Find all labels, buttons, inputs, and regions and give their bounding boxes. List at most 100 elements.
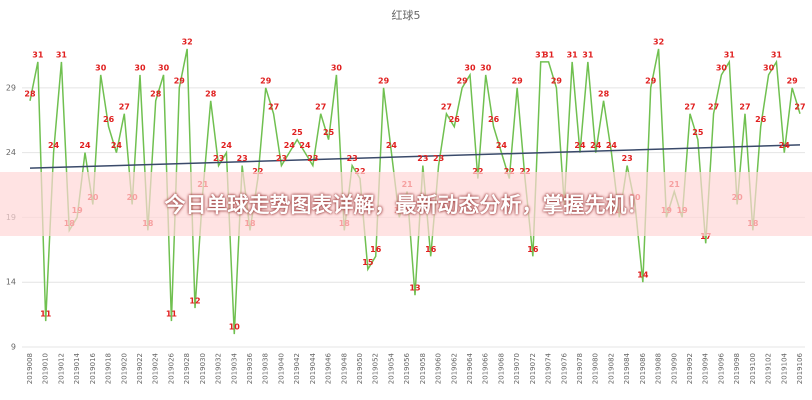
data-label: 23 — [213, 154, 224, 163]
data-label: 31 — [724, 50, 736, 59]
x-tick-label: 2019052 — [372, 353, 380, 384]
data-label: 28 — [205, 89, 217, 98]
data-label: 13 — [409, 284, 420, 293]
data-label: 31 — [567, 50, 579, 59]
x-tick-label: 2019084 — [623, 352, 631, 384]
x-tick-label: 2019098 — [733, 353, 741, 384]
x-tick-label: 2019104 — [780, 352, 788, 384]
x-tick-label: 2019058 — [419, 353, 427, 384]
y-tick-label: 9 — [11, 343, 16, 352]
data-label: 22 — [472, 167, 483, 176]
x-tick-label: 2019020 — [120, 353, 128, 384]
x-tick-label: 2019046 — [325, 352, 333, 384]
x-tick-label: 2019066 — [482, 352, 490, 384]
x-tick-label: 2019082 — [607, 353, 615, 384]
data-label: 25 — [292, 128, 304, 137]
data-label: 31 — [535, 50, 547, 59]
data-label: 24 — [590, 141, 602, 150]
x-tick-label: 2019056 — [403, 352, 411, 384]
data-label: 30 — [331, 63, 343, 72]
data-label: 27 — [739, 102, 750, 111]
data-label: 31 — [771, 50, 783, 59]
x-tick-label: 2019008 — [26, 353, 34, 384]
data-label: 27 — [708, 102, 719, 111]
data-label: 29 — [551, 76, 563, 85]
data-label: 29 — [787, 76, 799, 85]
trend-line — [29, 144, 801, 169]
data-label: 27 — [119, 102, 130, 111]
x-tick-label: 2019040 — [277, 353, 285, 384]
data-label: 24 — [779, 141, 791, 150]
y-tick-label: 24 — [6, 148, 16, 157]
data-label: 24 — [221, 141, 233, 150]
x-tick-label: 2019100 — [749, 353, 757, 384]
data-label: 17 — [700, 232, 711, 241]
data-label: 23 — [433, 154, 444, 163]
x-tick-label: 2019044 — [309, 352, 317, 384]
data-label: 27 — [441, 102, 452, 111]
data-label: 31 — [32, 50, 44, 59]
data-label: 27 — [315, 102, 326, 111]
data-label: 24 — [111, 141, 123, 150]
data-label: 30 — [464, 63, 476, 72]
data-label: 22 — [519, 167, 530, 176]
x-tick-label: 2019074 — [545, 352, 553, 384]
x-tick-label: 2019032 — [215, 353, 223, 384]
x-tick-label: 2019038 — [262, 353, 270, 384]
data-label: 23 — [307, 154, 318, 163]
x-tick-label: 2019022 — [136, 353, 144, 384]
data-label: 23 — [417, 154, 428, 163]
data-label: 14 — [637, 271, 649, 280]
data-label: 31 — [582, 50, 594, 59]
x-tick-label: 2019026 — [167, 352, 175, 384]
x-tick-label: 2019096 — [717, 352, 725, 384]
x-tick-label: 2019086 — [639, 352, 647, 384]
data-label: 29 — [645, 76, 657, 85]
x-tick-label: 2019054 — [387, 352, 395, 384]
data-label: 29 — [457, 76, 469, 85]
data-label: 12 — [189, 297, 200, 306]
x-tick-label: 2019010 — [42, 353, 50, 384]
x-tick-label: 2019030 — [199, 353, 207, 384]
x-tick-label: 2019048 — [340, 353, 348, 384]
x-tick-label: 2019028 — [183, 353, 191, 384]
x-tick-label: 2019014 — [73, 352, 81, 384]
data-label: 25 — [323, 128, 335, 137]
data-label: 32 — [182, 37, 193, 46]
data-label: 24 — [79, 141, 91, 150]
x-tick-label: 2019034 — [230, 352, 238, 384]
data-label: 29 — [260, 76, 272, 85]
x-tick-label: 2019018 — [105, 353, 113, 384]
x-tick-label: 2019062 — [450, 353, 458, 384]
data-label: 27 — [268, 102, 279, 111]
data-label: 10 — [229, 323, 241, 332]
data-label: 29 — [378, 76, 390, 85]
x-tick-label: 2019036 — [246, 352, 254, 384]
banner: 今日单球走势图表详解，最新动态分析，掌握先机！ — [0, 172, 812, 236]
x-tick-label: 2019024 — [152, 352, 160, 384]
data-label: 30 — [716, 63, 728, 72]
data-label: 15 — [362, 258, 374, 267]
data-label: 28 — [150, 89, 162, 98]
data-label: 26 — [488, 115, 500, 124]
x-tick-label: 2019064 — [466, 352, 474, 384]
data-label: 24 — [386, 141, 398, 150]
data-label: 30 — [95, 63, 107, 72]
data-label: 26 — [755, 115, 767, 124]
data-label: 26 — [103, 115, 115, 124]
x-tick-label: 2019060 — [435, 353, 443, 384]
x-tick-label: 2019106 — [796, 352, 804, 384]
data-label: 28 — [598, 89, 610, 98]
data-label: 16 — [527, 245, 539, 254]
data-label: 30 — [763, 63, 775, 72]
data-label: 23 — [622, 154, 633, 163]
x-tick-label: 2019050 — [356, 353, 364, 384]
data-label: 31 — [543, 50, 555, 59]
data-label: 22 — [354, 167, 365, 176]
x-tick-label: 2019088 — [655, 353, 663, 384]
data-label: 16 — [425, 245, 437, 254]
data-label: 24 — [606, 141, 618, 150]
y-tick-label: 29 — [6, 83, 16, 92]
data-label: 24 — [284, 141, 296, 150]
data-label: 16 — [370, 245, 382, 254]
